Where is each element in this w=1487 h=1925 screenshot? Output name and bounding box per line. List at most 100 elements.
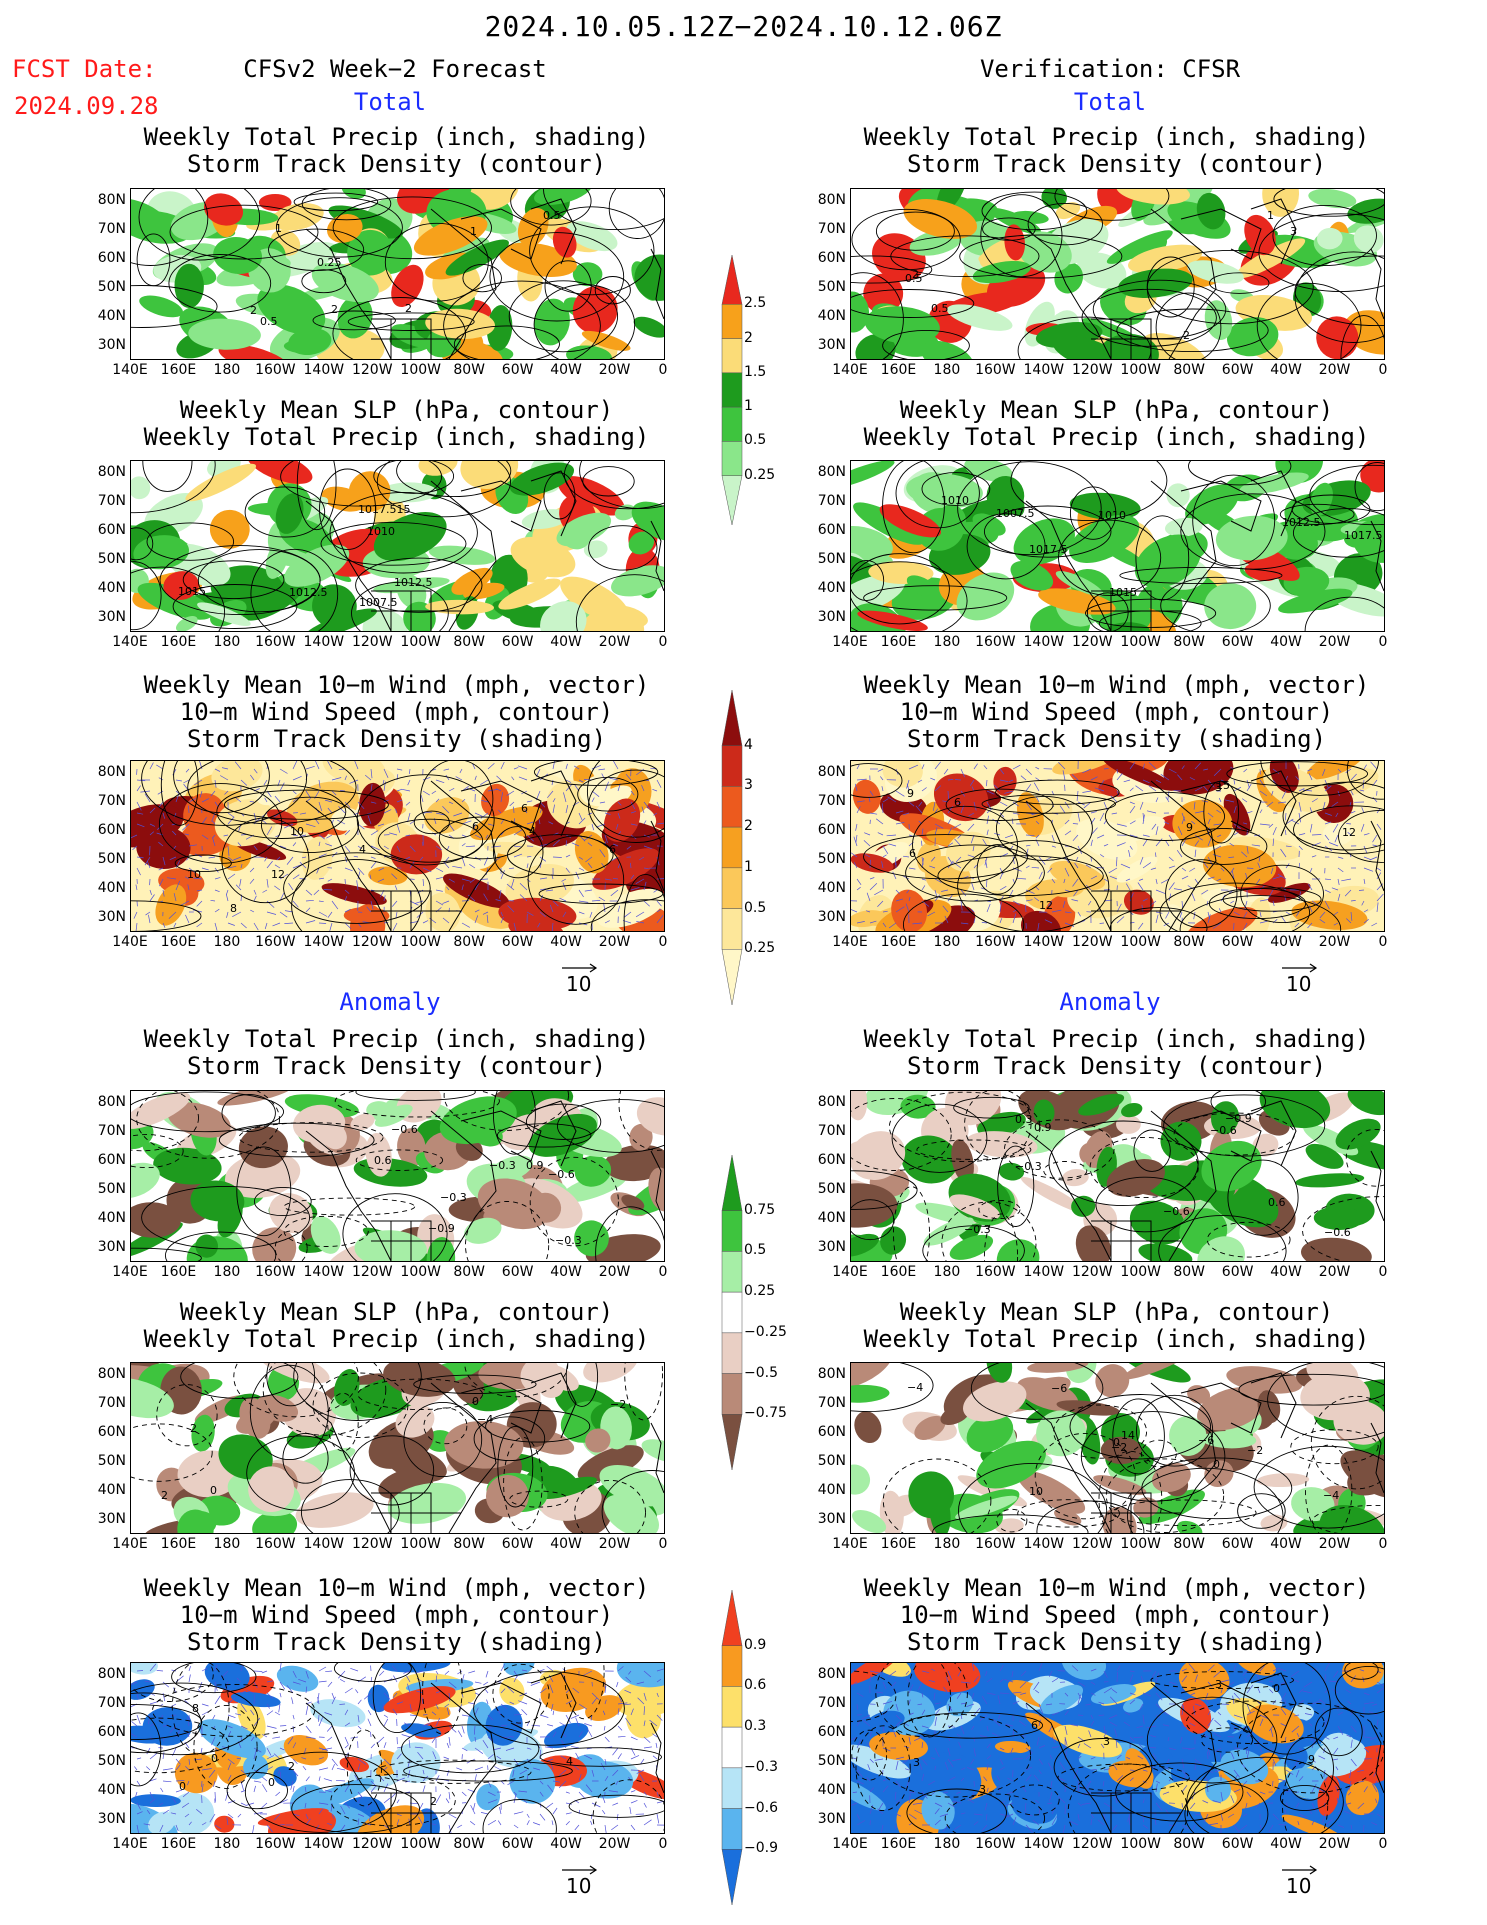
coastline bbox=[460, 480, 542, 532]
wind-vector bbox=[1246, 1731, 1254, 1738]
wind-vector bbox=[369, 874, 372, 880]
wind-vector bbox=[1116, 823, 1127, 827]
wind-vector bbox=[1194, 834, 1203, 841]
wind-vector bbox=[240, 1703, 247, 1713]
shading-region bbox=[544, 1722, 589, 1749]
lon-tick-label: 140W bbox=[303, 1536, 345, 1552]
wind-vector bbox=[652, 1733, 658, 1738]
shading-region bbox=[131, 1663, 158, 1675]
shading-region bbox=[267, 1808, 337, 1833]
wind-vector bbox=[539, 1813, 546, 1821]
lon-tick-label: 100W bbox=[1120, 934, 1161, 950]
lat-tick-label: 30N bbox=[817, 609, 846, 625]
wind-vector bbox=[409, 1714, 417, 1716]
shading-region bbox=[1210, 1101, 1240, 1135]
wind-vector bbox=[1311, 900, 1319, 906]
wind-vector bbox=[1166, 1758, 1170, 1764]
shading-region bbox=[577, 1445, 644, 1482]
wind-vector bbox=[521, 1669, 528, 1672]
wind-vector bbox=[1328, 842, 1339, 847]
wind-vector bbox=[856, 800, 865, 803]
wind-vector bbox=[507, 1780, 515, 1786]
shading-region bbox=[1201, 1431, 1257, 1449]
wind-vector bbox=[316, 867, 320, 874]
wind-vector bbox=[487, 1780, 492, 1788]
wind-vector bbox=[461, 1725, 465, 1734]
wind-vector bbox=[1077, 1694, 1081, 1705]
wind-vector bbox=[1051, 834, 1055, 842]
shading-region bbox=[1185, 906, 1258, 931]
wind-vector bbox=[162, 1752, 165, 1760]
wind-vector bbox=[234, 796, 242, 803]
wind-vector bbox=[947, 1670, 952, 1680]
lon-tick-label: 0 bbox=[658, 934, 668, 950]
wind-vector bbox=[960, 1767, 966, 1771]
lat-tick-label: 60N bbox=[817, 1424, 846, 1440]
shading-region bbox=[1313, 1206, 1364, 1231]
wind-vector bbox=[443, 861, 450, 869]
colorbar-label: −0.6 bbox=[744, 1799, 778, 1816]
shading-region bbox=[230, 1692, 281, 1708]
wind-vector bbox=[1038, 1758, 1043, 1765]
wind-vector bbox=[500, 831, 504, 836]
wind-vector bbox=[1284, 895, 1287, 902]
wind-vector bbox=[145, 911, 151, 916]
wind-vector bbox=[422, 1775, 429, 1782]
wind-vector bbox=[339, 1678, 346, 1683]
wind-vector bbox=[625, 773, 632, 781]
wind-vector bbox=[570, 1714, 580, 1719]
wind-vector bbox=[1298, 833, 1306, 836]
contour-line bbox=[875, 1663, 968, 1738]
shading-region bbox=[509, 462, 575, 496]
wind-vector bbox=[486, 914, 489, 924]
contour-line bbox=[592, 1779, 664, 1833]
wind-vector bbox=[598, 896, 606, 902]
wind-vector bbox=[880, 776, 884, 781]
wind-vector bbox=[1004, 834, 1014, 839]
wind-vector bbox=[1308, 883, 1313, 891]
shading-region bbox=[949, 1194, 1000, 1220]
contour-line bbox=[492, 1663, 550, 1724]
coastline bbox=[305, 1130, 392, 1261]
wind-vector bbox=[211, 820, 216, 825]
contour-line bbox=[356, 774, 495, 866]
wind-vector bbox=[1160, 878, 1170, 884]
wind-vector bbox=[344, 1802, 351, 1809]
lon-tick-label: 160W bbox=[255, 362, 296, 378]
wind-vector bbox=[357, 871, 361, 880]
wind-vector bbox=[1112, 1824, 1118, 1831]
wind-vector bbox=[971, 1663, 975, 1672]
wind-vector bbox=[1295, 776, 1300, 781]
wind-vector bbox=[354, 1774, 359, 1782]
contour-line bbox=[1160, 576, 1271, 631]
panel-title: Storm Track Density (shading) bbox=[906, 725, 1327, 753]
shading-region bbox=[269, 1193, 313, 1234]
contour-label: 9 bbox=[907, 787, 914, 800]
coastline bbox=[1180, 780, 1262, 832]
map-panel-left-3: 10 8 6 12 10 4 6 4 6 bbox=[130, 760, 665, 932]
contour-line bbox=[1036, 1500, 1145, 1533]
wind-vector bbox=[461, 820, 472, 825]
wind-vector bbox=[891, 1681, 897, 1688]
wind-vector bbox=[292, 1786, 295, 1793]
wind-vector bbox=[318, 801, 323, 812]
wind-vector bbox=[578, 812, 583, 821]
wind-vector bbox=[1272, 1758, 1277, 1767]
wind-vector bbox=[565, 922, 573, 925]
shading-region bbox=[558, 476, 625, 516]
lat-tick-label: 70N bbox=[817, 221, 846, 237]
wind-vector bbox=[435, 867, 444, 873]
wind-vector bbox=[253, 895, 257, 902]
lon-tick-label: 40W bbox=[1270, 634, 1302, 650]
forecast-header: CFSv2 Week−2 Forecast bbox=[243, 55, 547, 83]
wind-vector bbox=[637, 1697, 645, 1705]
lon-tick-label: 160W bbox=[255, 634, 296, 650]
contour-line bbox=[586, 761, 664, 838]
wind-vector bbox=[237, 842, 242, 847]
wind-vector bbox=[1129, 1736, 1135, 1742]
colorbar-swatch bbox=[721, 1645, 743, 1687]
lon-tick-label: 180 bbox=[213, 1264, 241, 1280]
wind-vector bbox=[357, 1699, 362, 1705]
wind-vector bbox=[981, 922, 988, 924]
wind-vector bbox=[575, 1752, 580, 1760]
